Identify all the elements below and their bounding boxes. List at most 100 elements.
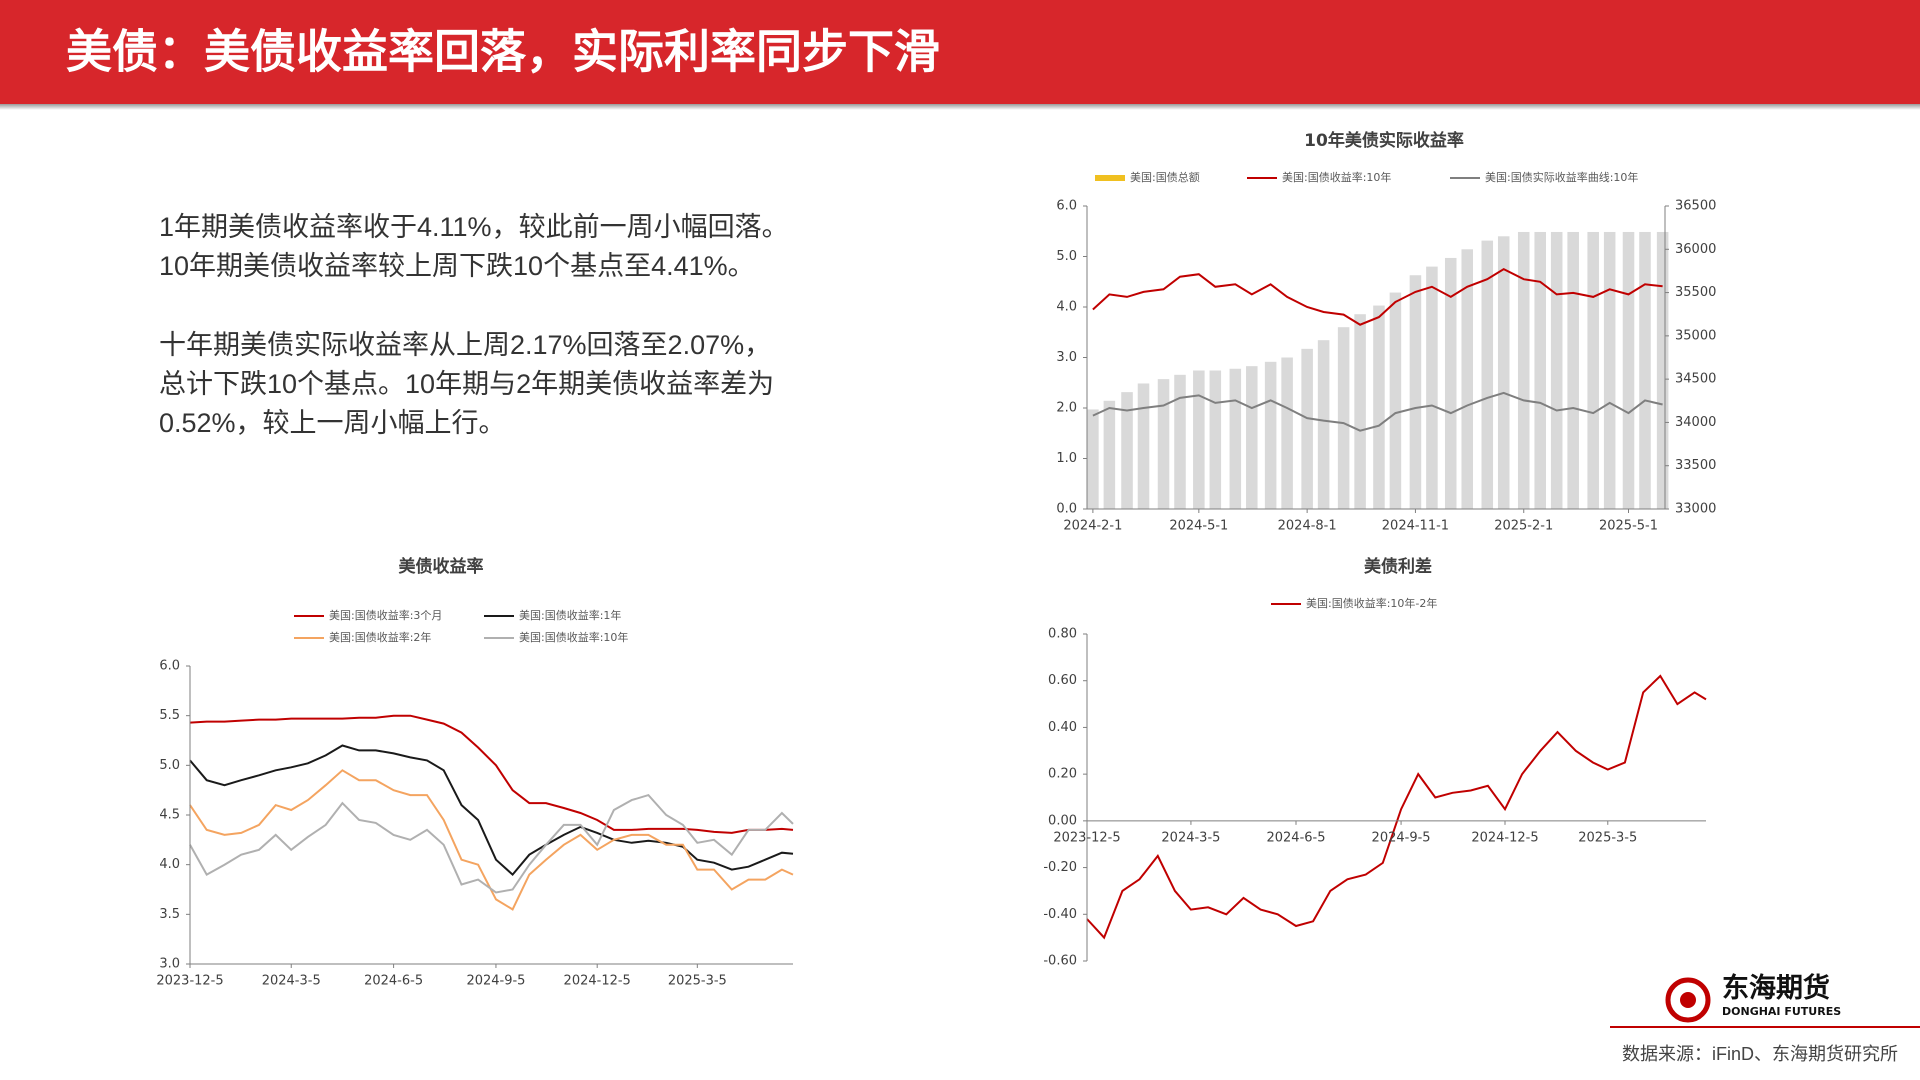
y-tick-label: 0.60: [1048, 673, 1077, 688]
x-tick-label: 2024-5-1: [1169, 519, 1228, 534]
y2-tick-label: 34000: [1675, 415, 1716, 430]
x-tick-label: 2025-5-1: [1599, 519, 1658, 534]
bar: [1121, 392, 1133, 509]
bar: [1622, 231, 1635, 509]
y-tick-label: 6.0: [1056, 199, 1077, 214]
bar: [1317, 340, 1330, 509]
x-tick-label: 2025-2-1: [1494, 519, 1553, 534]
y-tick-label: 4.5: [159, 808, 180, 823]
legend-label: 美国:国债实际收益率曲线:10年: [1485, 170, 1638, 184]
y-tick-label: 0.40: [1048, 720, 1077, 735]
x-tick-label: 2024-9-5: [1372, 830, 1431, 845]
x-tick-label: 2024-11-1: [1382, 519, 1449, 534]
body-text: 1年期美债收益率收于4.11%，较此前一周小幅回落。: [159, 212, 789, 242]
legend-label: 美国:国债总额: [1130, 170, 1200, 184]
line-series: [189, 769, 794, 911]
bar: [1461, 249, 1474, 510]
y-tick-label: -0.60: [1043, 954, 1077, 969]
y2-tick-label: 36000: [1675, 242, 1716, 257]
bar: [1209, 370, 1222, 509]
bar: [1281, 357, 1293, 509]
y2-tick-label: 35000: [1675, 328, 1716, 343]
logo-mark: [1680, 992, 1696, 1008]
bar: [1103, 400, 1116, 509]
x-tick-label: 2024-6-5: [364, 974, 423, 989]
line-series: [189, 714, 794, 834]
source: 数据来源：iFinD、东海期货研究所: [1622, 1044, 1898, 1064]
legend-label: 美国:国债收益率:1年: [519, 608, 621, 622]
bar: [1301, 348, 1313, 509]
logo-subtitle: DONGHAI FUTURES: [1722, 1005, 1841, 1018]
bar: [1481, 240, 1494, 509]
bar: [1087, 409, 1099, 509]
bar: [1550, 231, 1563, 509]
bar: [1426, 266, 1438, 509]
y2-tick-label: 33000: [1675, 502, 1716, 517]
line-series: [1086, 674, 1707, 940]
bar: [1174, 374, 1186, 509]
bar: [1587, 231, 1599, 509]
slide-title: 美债：美债收益率回落，实际利率同步下滑: [66, 25, 940, 79]
x-tick-label: 2024-12-5: [564, 974, 631, 989]
y-tick-label: 3.5: [159, 907, 180, 922]
bar: [1157, 379, 1170, 509]
body-text: 10年期美债收益率较上周下跌10个基点至4.41%。: [159, 251, 755, 281]
legend-label: 美国:国债收益率:10年-2年: [1306, 596, 1437, 610]
x-tick-label: 2024-9-5: [466, 974, 525, 989]
x-tick-label: 2024-3-5: [1161, 830, 1220, 845]
x-tick-label: 2024-3-5: [262, 974, 321, 989]
y2-tick-label: 35500: [1675, 285, 1716, 300]
bar: [1354, 314, 1366, 509]
bar: [1337, 327, 1350, 509]
line-series: [1092, 267, 1663, 326]
body-text: 0.52%，较上一周小幅上行。: [159, 408, 506, 438]
chart-title: 美债收益率: [399, 556, 484, 577]
y-tick-label: 3.0: [159, 957, 180, 972]
legend-label: 美国:国债收益率:2年: [329, 630, 431, 644]
x-tick-label: 2024-2-1: [1063, 519, 1122, 534]
bar: [1656, 231, 1669, 509]
line-series: [189, 744, 794, 877]
body-text: 十年期美债实际收益率从上周2.17%回落至2.07%，: [159, 330, 771, 360]
bar: [1534, 231, 1546, 509]
header-shadow: [0, 104, 1920, 110]
bar: [1389, 292, 1402, 509]
line-series: [1092, 391, 1663, 432]
y-tick-label: 1.0: [1056, 451, 1077, 466]
y-tick-label: 4.0: [1056, 300, 1077, 315]
legend-label: 美国:国债收益率:3个月: [329, 608, 442, 622]
x-tick-label: 2024-12-5: [1471, 830, 1538, 845]
y2-tick-label: 36500: [1675, 199, 1716, 214]
y-tick-label: 0.80: [1048, 627, 1077, 642]
legend-label: 美国:国债收益率:10年: [1282, 170, 1391, 184]
bar: [1517, 231, 1530, 509]
y-tick-label: -0.40: [1043, 907, 1077, 922]
line-series: [189, 793, 794, 894]
y2-tick-label: 34500: [1675, 372, 1716, 387]
bar: [1567, 231, 1579, 509]
logo-name: 东海期货: [1722, 972, 1830, 1003]
y2-tick-label: 33500: [1675, 458, 1716, 473]
x-tick-label: 2024-8-1: [1278, 519, 1337, 534]
y-tick-label: 5.0: [159, 758, 180, 773]
y-tick-label: -0.20: [1043, 860, 1077, 875]
bar: [1639, 231, 1651, 509]
y-tick-label: 6.0: [159, 659, 180, 674]
x-tick-label: 2025-3-5: [1578, 830, 1637, 845]
y-tick-label: 0.0: [1056, 502, 1077, 517]
body-text: 总计下跌10个基点。10年期与2年期美债收益率差为: [159, 369, 774, 399]
logo-mark: [1665, 977, 1711, 1023]
y-tick-label: 3.0: [1056, 350, 1077, 365]
y-tick-label: 0.00: [1048, 813, 1077, 828]
legend-label: 美国:国债收益率:10年: [519, 630, 628, 644]
bar: [1193, 370, 1205, 509]
y-tick-label: 4.0: [159, 857, 180, 872]
y-tick-label: 5.5: [159, 708, 180, 723]
bar: [1373, 305, 1385, 509]
bar: [1137, 383, 1150, 509]
bar: [1409, 275, 1422, 509]
bar: [1246, 366, 1258, 509]
header-bar: [0, 0, 1920, 104]
